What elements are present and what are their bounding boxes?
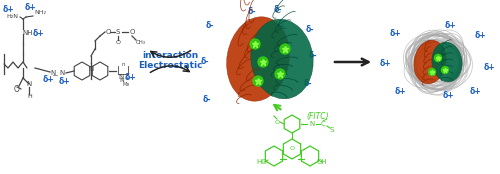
- Text: N: N: [50, 70, 56, 76]
- Text: δ+: δ+: [58, 77, 70, 85]
- Text: δ+: δ+: [32, 29, 44, 38]
- Circle shape: [250, 39, 260, 49]
- Text: δ+: δ+: [389, 30, 401, 38]
- Text: δ-: δ-: [201, 57, 209, 66]
- Text: δ-: δ-: [248, 7, 256, 17]
- Text: δ-: δ-: [304, 80, 312, 89]
- Text: O: O: [116, 41, 120, 45]
- Text: HO: HO: [256, 159, 268, 165]
- Text: δ+: δ+: [444, 22, 456, 30]
- Text: S: S: [330, 127, 334, 133]
- Text: δ+: δ+: [483, 62, 495, 72]
- Text: δ+: δ+: [2, 5, 14, 14]
- Text: N: N: [118, 74, 124, 80]
- Circle shape: [442, 66, 448, 73]
- Ellipse shape: [414, 40, 446, 84]
- Text: δ+: δ+: [474, 31, 486, 41]
- Text: N: N: [26, 81, 32, 87]
- Text: O: O: [14, 85, 20, 94]
- Text: O: O: [290, 147, 294, 152]
- Circle shape: [258, 57, 268, 67]
- Text: O: O: [106, 29, 110, 35]
- Text: O: O: [130, 29, 134, 35]
- Text: Me: Me: [122, 81, 130, 86]
- Text: N: N: [88, 66, 94, 72]
- Text: δ-: δ-: [274, 5, 282, 14]
- Text: δ+: δ+: [394, 88, 406, 97]
- Text: C: C: [320, 121, 326, 127]
- Text: Electrostatic: Electrostatic: [138, 61, 202, 70]
- Text: +: +: [124, 76, 130, 81]
- Text: H₂N: H₂N: [6, 14, 18, 18]
- Text: N: N: [310, 121, 314, 127]
- Text: δ+: δ+: [442, 92, 454, 101]
- Text: S: S: [116, 29, 120, 35]
- Circle shape: [253, 76, 263, 86]
- Ellipse shape: [432, 42, 462, 82]
- Text: H: H: [28, 94, 32, 100]
- Text: CH₃: CH₃: [136, 41, 146, 45]
- Text: interaction: interaction: [142, 50, 198, 60]
- Text: δ-: δ-: [203, 94, 211, 104]
- Text: δ+: δ+: [124, 73, 136, 82]
- Text: N: N: [120, 78, 124, 84]
- Circle shape: [434, 54, 442, 61]
- Text: NH₂: NH₂: [34, 10, 46, 15]
- Text: n: n: [121, 62, 125, 68]
- Circle shape: [275, 69, 285, 79]
- Ellipse shape: [226, 17, 290, 101]
- Text: δ+: δ+: [24, 3, 36, 13]
- Ellipse shape: [251, 19, 313, 99]
- Text: OH: OH: [316, 159, 328, 165]
- Text: δ+: δ+: [469, 86, 481, 96]
- Text: O: O: [274, 120, 280, 125]
- Text: (FITC): (FITC): [306, 112, 330, 121]
- Circle shape: [280, 44, 290, 54]
- Text: N: N: [60, 70, 64, 76]
- Text: NH: NH: [23, 30, 33, 36]
- Circle shape: [428, 69, 436, 76]
- Text: δ-: δ-: [306, 25, 314, 34]
- Text: δ+: δ+: [379, 60, 391, 69]
- Text: δ-: δ-: [206, 22, 214, 30]
- Text: δ+: δ+: [42, 76, 54, 85]
- Text: δ-: δ-: [309, 52, 318, 61]
